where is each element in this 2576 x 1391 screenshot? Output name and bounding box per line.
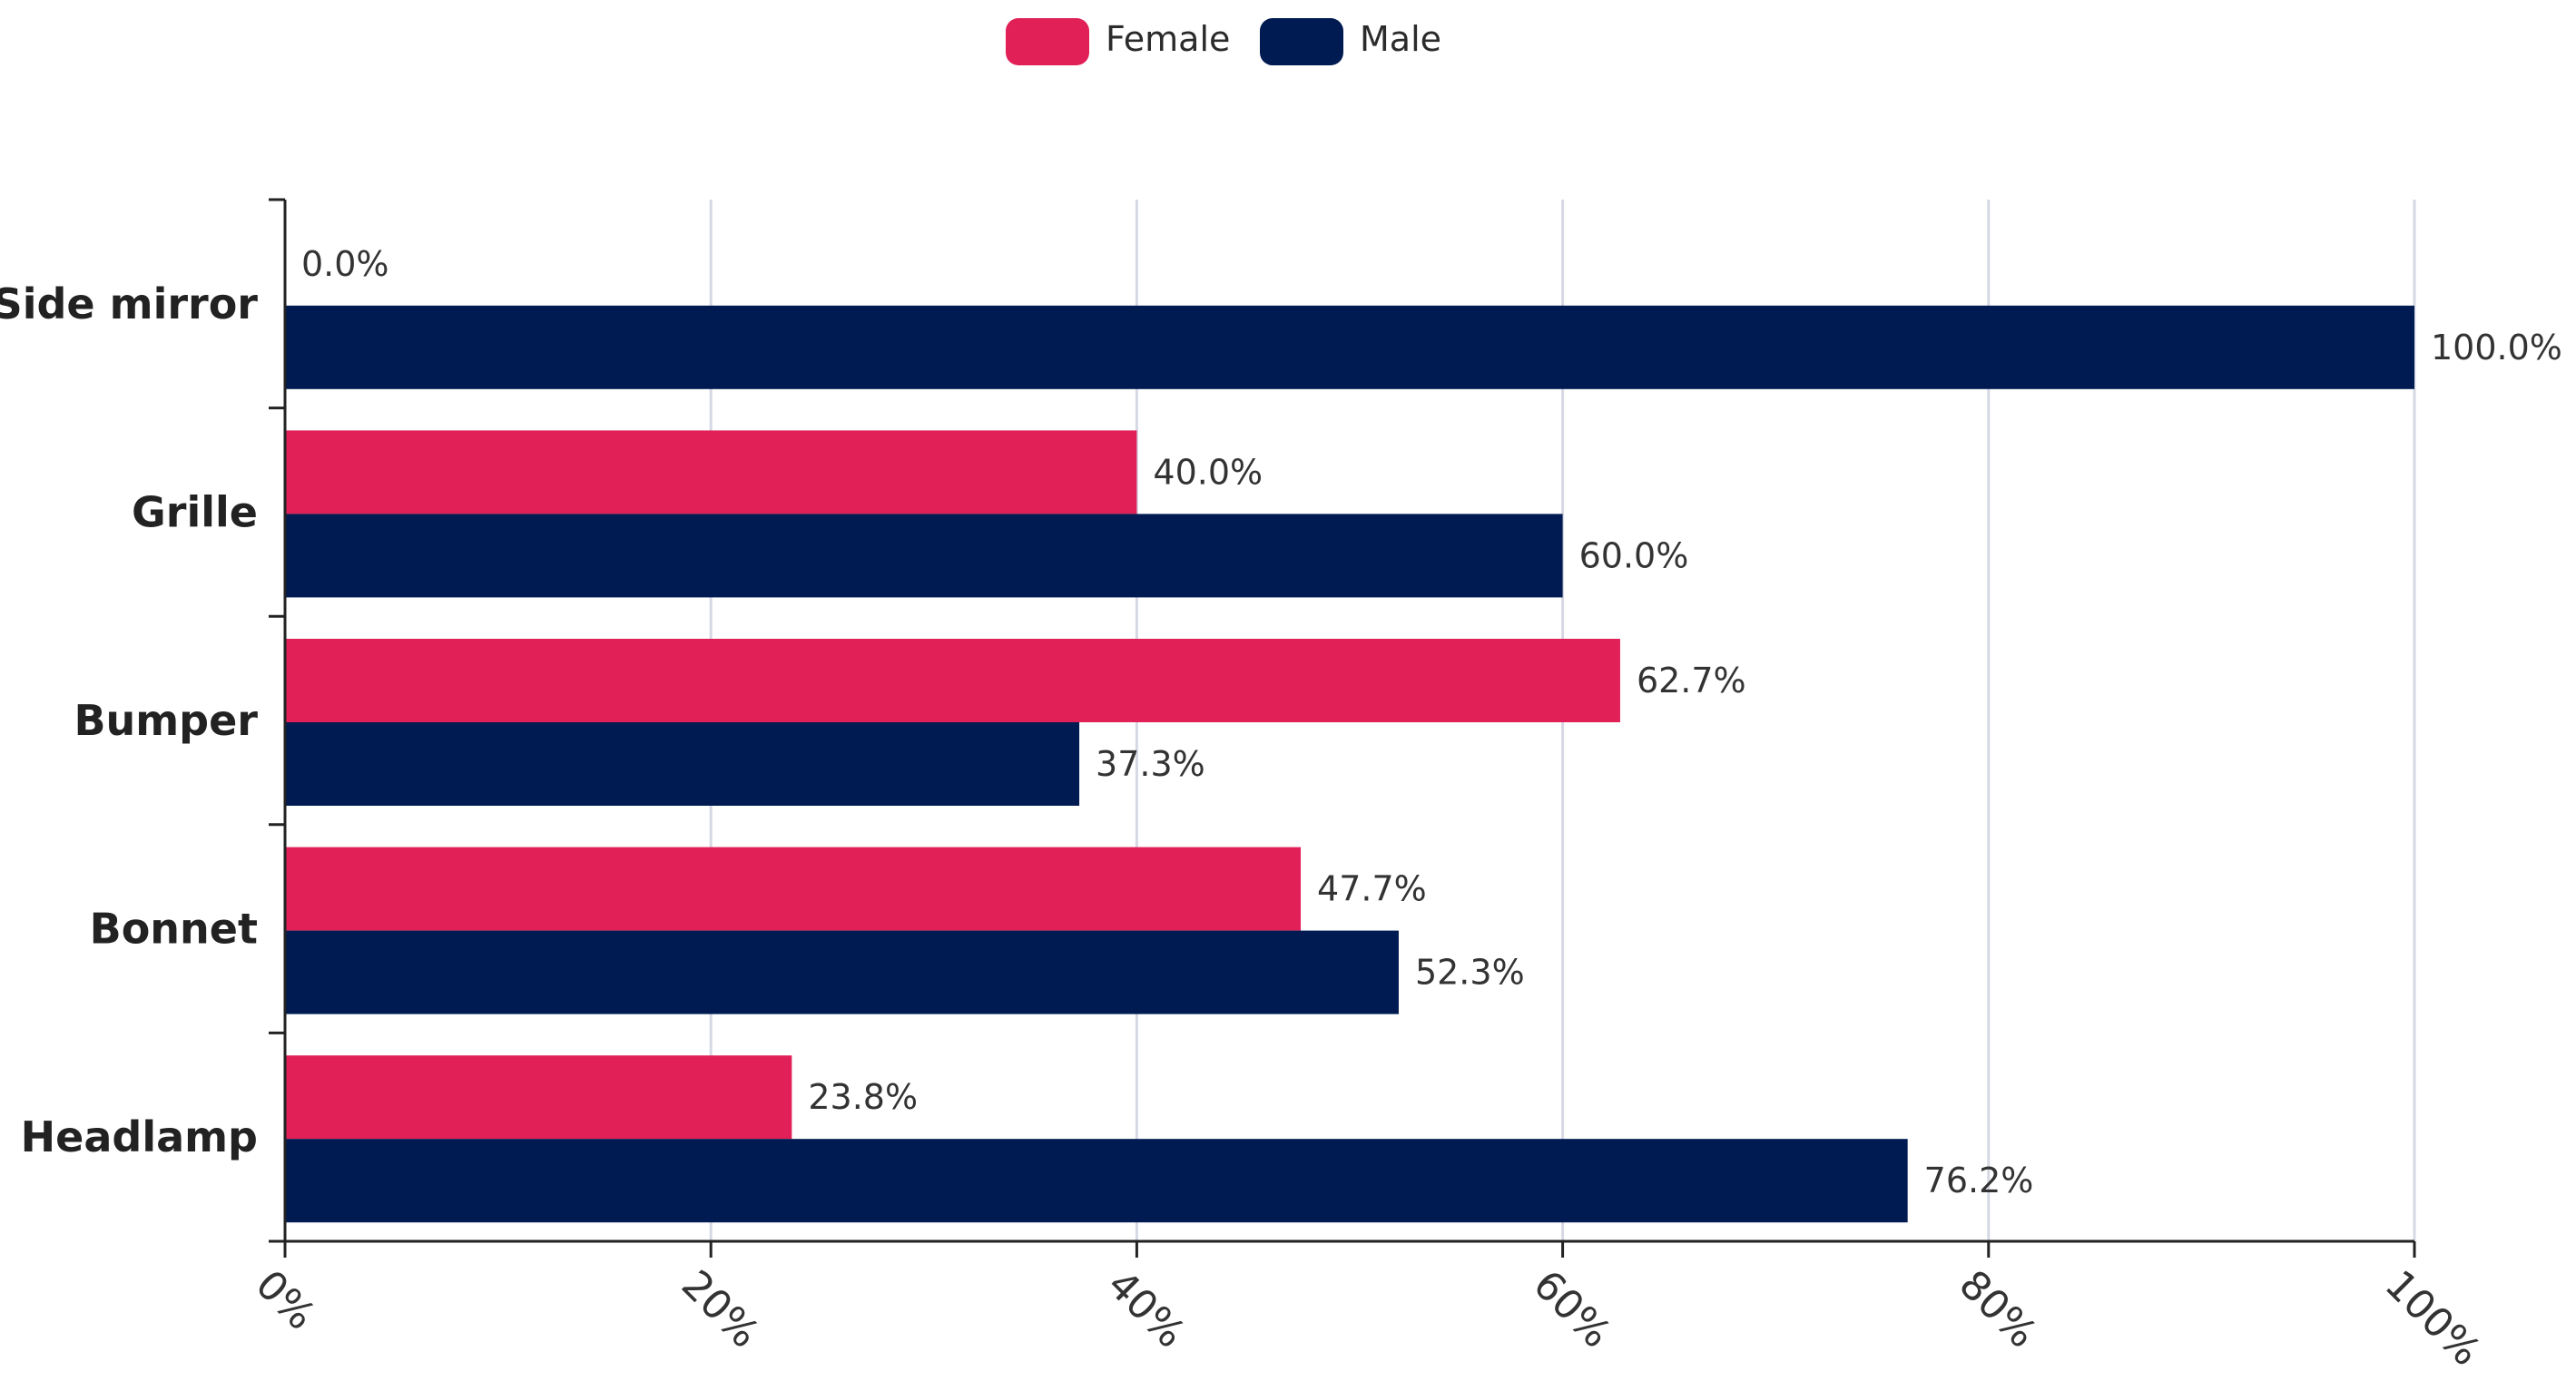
category-label-headlamp: Headlamp [21,1112,258,1161]
data-label-female-bumper: 62.7% [1637,661,1746,700]
legend-item-female[interactable]: Female [1006,18,1230,65]
data-label-male-side-mirror: 100.0% [2431,328,2562,367]
bar-male-side-mirror[interactable] [285,305,2414,389]
data-label-female-headlamp: 23.8% [808,1077,918,1117]
labels-layer: 0.0% 100.0% Side mirror 40.0% 60.0% Grille 62.… [0,244,2562,1376]
legend-label-female: Female [1106,19,1230,59]
legend-item-male[interactable]: Male [1260,18,1441,65]
data-label-female-grille: 40.0% [1153,452,1263,492]
bar-male-headlamp[interactable] [285,1139,1908,1223]
x-tick-label-100: 100% [2376,1261,2490,1375]
data-label-male-grille: 60.0% [1579,535,1689,575]
bar-female-headlamp[interactable] [285,1055,792,1140]
bars-layer [285,305,2414,1223]
bar-female-grille[interactable] [285,430,1137,514]
data-label-male-headlamp: 76.2% [1924,1161,2034,1200]
category-label-bumper: Bumper [74,696,258,745]
legend[interactable]: Female Male [1006,18,1441,65]
x-tick-label-40: 40% [1098,1261,1194,1357]
data-label-male-bonnet: 52.3% [1415,953,1525,993]
legend-label-male: Male [1360,19,1441,59]
bar-male-grille[interactable] [285,514,1563,598]
x-tick-label-0: 0% [247,1261,324,1338]
x-tick-label-20: 20% [673,1261,768,1357]
data-label-female-bonnet: 47.7% [1317,869,1427,909]
x-tick-label-80: 80% [1950,1261,2045,1357]
data-label-male-bumper: 37.3% [1096,744,1205,784]
legend-swatch-female [1006,18,1089,65]
x-tick-label-60: 60% [1524,1261,1619,1357]
category-label-bonnet: Bonnet [90,905,258,954]
bar-male-bumper[interactable] [285,722,1080,806]
bar-female-bonnet[interactable] [285,847,1302,931]
bar-male-bonnet[interactable] [285,930,1399,1014]
axis-layer [269,198,2416,1258]
category-label-side-mirror: Side mirror [0,279,258,328]
legend-swatch-male [1260,18,1343,65]
category-label-grille: Grille [132,487,258,536]
data-label-female-side-mirror: 0.0% [301,244,389,284]
bar-female-bumper[interactable] [285,639,1620,722]
